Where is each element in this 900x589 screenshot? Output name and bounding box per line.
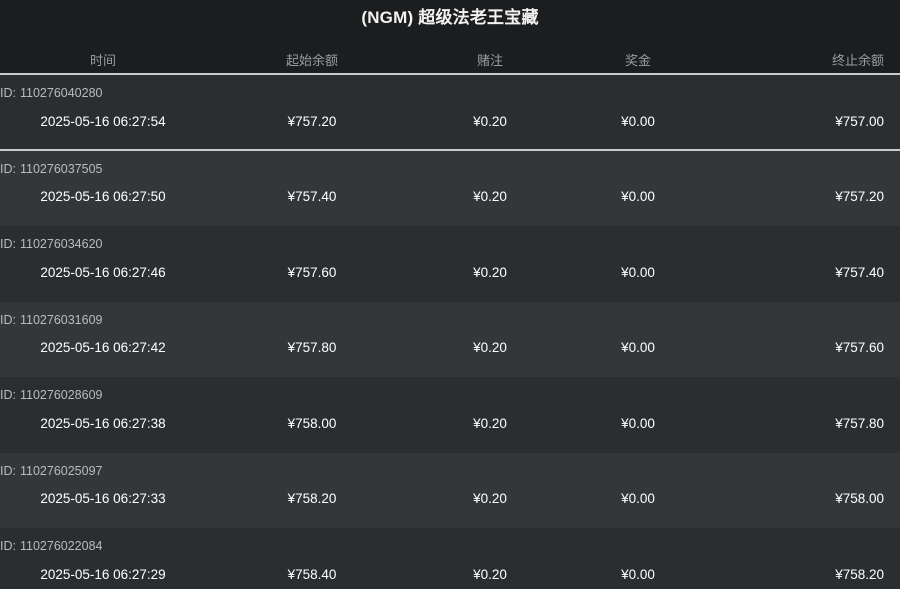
table-row[interactable]: ID: 110276031609 2025-05-16 06:27:42 ¥757.8… bbox=[0, 301, 900, 377]
history-row-list[interactable]: ID: 110276040280 2025-05-16 06:27:54 ¥757.2… bbox=[0, 75, 900, 589]
row-body: 2025-05-16 06:27:46 ¥757.60 ¥0.20 ¥0.00 ¥757… bbox=[0, 259, 900, 285]
row-id-value: 110276031609 bbox=[19, 312, 103, 327]
row-id: ID: 110276037505 bbox=[0, 162, 102, 176]
row-id-label: ID: bbox=[0, 539, 16, 553]
cell-end-balance: ¥758.00 bbox=[835, 491, 884, 506]
row-id-value: 110276025097 bbox=[19, 463, 103, 478]
cell-start-balance: ¥757.20 bbox=[287, 113, 337, 129]
row-body: 2025-05-16 06:27:38 ¥758.00 ¥0.20 ¥0.00 ¥757… bbox=[0, 410, 900, 436]
cell-bet: ¥0.20 bbox=[473, 340, 507, 355]
cell-start-balance: ¥758.20 bbox=[287, 491, 337, 506]
row-id-label: ID: bbox=[0, 161, 16, 176]
cell-bet: ¥0.20 bbox=[473, 189, 507, 204]
table-row[interactable]: ID: 110276028609 2025-05-16 06:27:38 ¥758.0… bbox=[0, 377, 900, 453]
column-header-bet[interactable]: 赌注 bbox=[476, 52, 503, 68]
cell-time: 2025-05-16 06:27:50 bbox=[40, 189, 166, 204]
row-id: ID: 110276034620 bbox=[0, 237, 102, 251]
table-row[interactable]: ID: 110276037505 2025-05-16 06:27:50 ¥757.4… bbox=[0, 150, 900, 226]
cell-win: ¥0.00 bbox=[621, 340, 655, 355]
cell-win: ¥0.00 bbox=[621, 113, 655, 129]
cell-time: 2025-05-16 06:27:54 bbox=[40, 113, 166, 129]
row-id: ID: 110276028609 bbox=[0, 388, 102, 402]
row-id-label: ID: bbox=[0, 86, 16, 100]
row-id: ID: 110276025097 bbox=[0, 464, 102, 478]
cell-end-balance: ¥757.80 bbox=[835, 415, 884, 431]
cell-time: 2025-05-16 06:27:29 bbox=[40, 566, 166, 582]
row-id-value: 110276037505 bbox=[19, 161, 103, 176]
column-header-time[interactable]: 时间 bbox=[89, 52, 116, 68]
cell-bet: ¥0.20 bbox=[473, 491, 507, 506]
cell-end-balance: ¥757.20 bbox=[835, 189, 884, 204]
cell-time: 2025-05-16 06:27:33 bbox=[40, 491, 166, 506]
row-id-label: ID: bbox=[0, 463, 16, 478]
row-id: ID: 110276022084 bbox=[0, 539, 102, 553]
row-body: 2025-05-16 06:27:33 ¥758.20 ¥0.20 ¥0.00 ¥758… bbox=[0, 486, 900, 512]
table-row[interactable]: ID: 110276034620 2025-05-16 06:27:46 ¥757.6… bbox=[0, 226, 900, 302]
cell-win: ¥0.00 bbox=[621, 415, 655, 431]
cell-win: ¥0.00 bbox=[621, 264, 655, 280]
cell-bet: ¥0.20 bbox=[473, 415, 507, 431]
table-row[interactable]: ID: 110276040280 2025-05-16 06:27:54 ¥757.2… bbox=[0, 75, 900, 151]
row-body: 2025-05-16 06:27:54 ¥757.20 ¥0.20 ¥0.00 ¥757… bbox=[0, 108, 900, 134]
row-id-label: ID: bbox=[0, 312, 16, 327]
table-row[interactable]: ID: 110276025097 2025-05-16 06:27:33 ¥758.2… bbox=[0, 452, 900, 528]
cell-end-balance: ¥758.20 bbox=[835, 566, 884, 582]
panel-header: (NGM) 超级法老王宝藏 时间 起始余额 赌注 奖金 终止余额 bbox=[0, 0, 900, 75]
cell-win: ¥0.00 bbox=[621, 566, 655, 582]
cell-start-balance: ¥757.80 bbox=[287, 340, 337, 355]
cell-bet: ¥0.20 bbox=[473, 566, 507, 582]
cell-start-balance: ¥758.00 bbox=[287, 415, 337, 431]
cell-win: ¥0.00 bbox=[621, 189, 655, 204]
column-header-start-balance[interactable]: 起始余额 bbox=[285, 52, 338, 68]
page-title: (NGM) 超级法老王宝藏 bbox=[361, 8, 539, 27]
cell-time: 2025-05-16 06:27:38 bbox=[40, 415, 166, 431]
row-id: ID: 110276031609 bbox=[0, 313, 102, 327]
cell-start-balance: ¥757.40 bbox=[287, 189, 337, 204]
column-header-win[interactable]: 奖金 bbox=[624, 52, 651, 68]
row-id: ID: 110276040280 bbox=[0, 86, 102, 100]
cell-time: 2025-05-16 06:27:42 bbox=[40, 340, 166, 355]
cell-end-balance: ¥757.60 bbox=[835, 340, 884, 355]
row-id-value: 110276028609 bbox=[19, 388, 103, 402]
row-id-value: 110276022084 bbox=[19, 539, 103, 553]
cell-end-balance: ¥757.00 bbox=[835, 113, 884, 129]
header-divider bbox=[0, 73, 900, 75]
row-id-value: 110276034620 bbox=[19, 237, 103, 251]
cell-end-balance: ¥757.40 bbox=[835, 264, 884, 280]
row-id-value: 110276040280 bbox=[19, 86, 103, 100]
row-body: 2025-05-16 06:27:50 ¥757.40 ¥0.20 ¥0.00 ¥757… bbox=[0, 184, 900, 210]
cell-start-balance: ¥758.40 bbox=[287, 566, 337, 582]
cell-start-balance: ¥757.60 bbox=[287, 264, 337, 280]
row-id-label: ID: bbox=[0, 388, 16, 402]
cell-bet: ¥0.20 bbox=[473, 113, 507, 129]
table-column-headers: 时间 起始余额 赌注 奖金 终止余额 bbox=[0, 44, 900, 74]
cell-bet: ¥0.20 bbox=[473, 264, 507, 280]
cell-win: ¥0.00 bbox=[621, 491, 655, 506]
row-id-label: ID: bbox=[0, 237, 16, 251]
column-header-end-balance[interactable]: 终止余额 bbox=[831, 52, 884, 68]
table-row[interactable]: ID: 110276022084 2025-05-16 06:27:29 ¥758.4… bbox=[0, 528, 900, 589]
row-body: 2025-05-16 06:27:42 ¥757.80 ¥0.20 ¥0.00 ¥757… bbox=[0, 335, 900, 361]
row-body: 2025-05-16 06:27:29 ¥758.40 ¥0.20 ¥0.00 ¥758… bbox=[0, 561, 900, 587]
cell-time: 2025-05-16 06:27:46 bbox=[40, 264, 166, 280]
